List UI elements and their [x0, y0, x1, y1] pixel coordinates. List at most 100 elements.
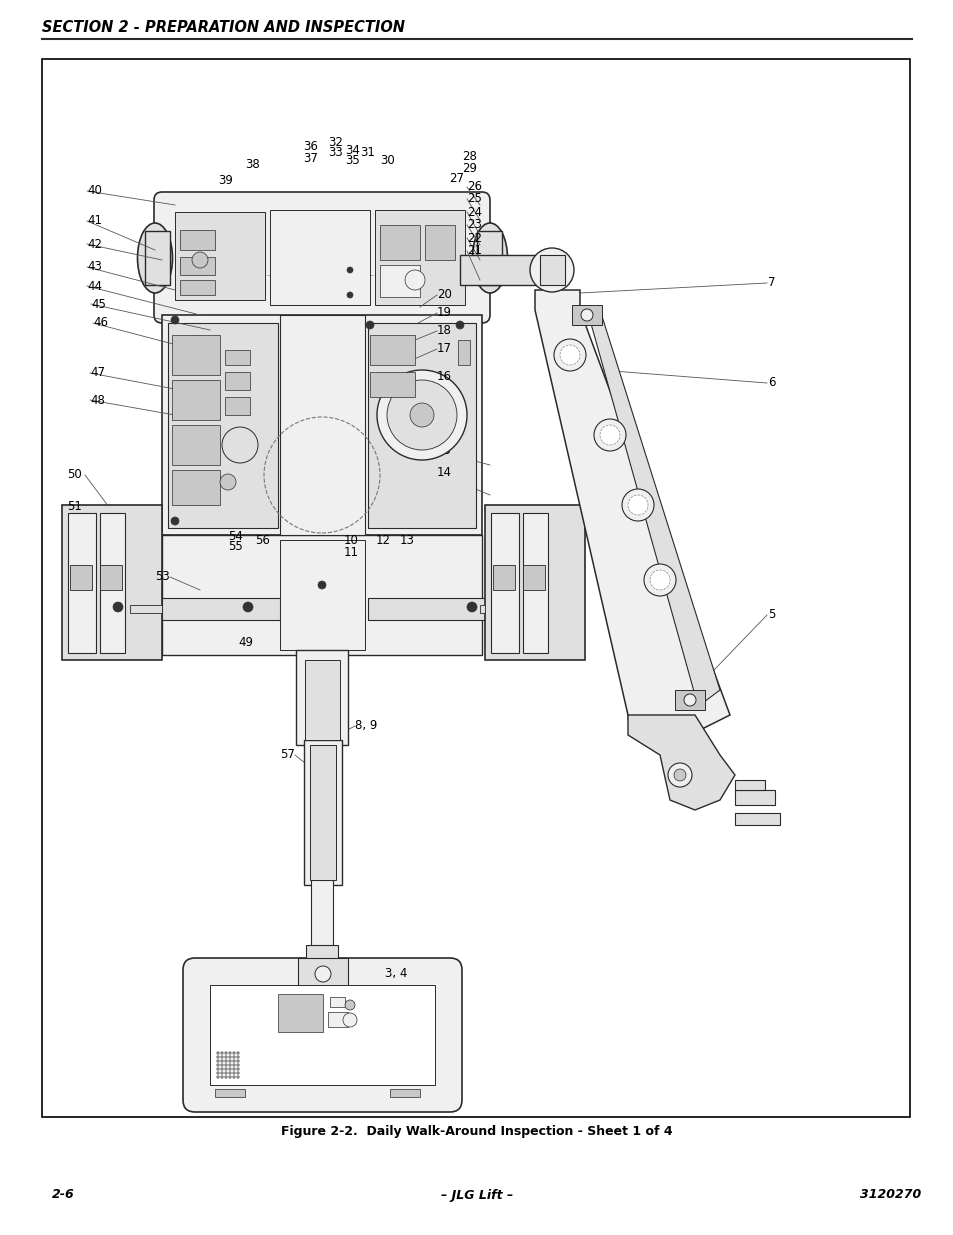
Bar: [304, 740, 341, 885]
Circle shape: [192, 252, 208, 268]
Circle shape: [621, 489, 654, 521]
Bar: [370, 335, 415, 366]
Polygon shape: [535, 290, 729, 735]
Text: 34: 34: [345, 143, 359, 157]
Bar: [734, 813, 780, 825]
Circle shape: [683, 694, 696, 706]
Circle shape: [224, 1076, 227, 1078]
Bar: [277, 994, 323, 1032]
Text: 17: 17: [436, 342, 452, 356]
Bar: [162, 535, 481, 655]
Bar: [675, 690, 704, 710]
Circle shape: [236, 1076, 239, 1078]
Circle shape: [627, 495, 647, 515]
Text: 52: 52: [67, 551, 82, 563]
Bar: [328, 1011, 348, 1028]
Circle shape: [345, 1000, 355, 1010]
Bar: [484, 505, 584, 659]
Bar: [572, 305, 601, 325]
Bar: [174, 212, 265, 300]
Bar: [214, 1089, 245, 1097]
Bar: [370, 372, 415, 396]
Circle shape: [530, 248, 574, 291]
Circle shape: [314, 966, 331, 982]
Text: 1: 1: [385, 1049, 392, 1062]
Bar: [130, 605, 162, 613]
Text: 28: 28: [461, 151, 476, 163]
Text: 18: 18: [436, 325, 452, 337]
Circle shape: [233, 1056, 235, 1058]
Text: 6: 6: [767, 377, 775, 389]
Text: 19: 19: [436, 306, 452, 320]
Text: 40: 40: [87, 184, 102, 198]
Bar: [225, 396, 250, 415]
Circle shape: [236, 1060, 239, 1062]
Bar: [280, 540, 365, 650]
Circle shape: [580, 309, 593, 321]
Ellipse shape: [472, 224, 507, 293]
Text: 16: 16: [436, 370, 452, 384]
Bar: [295, 650, 348, 745]
FancyBboxPatch shape: [153, 191, 490, 324]
Bar: [172, 380, 220, 420]
Circle shape: [220, 1056, 223, 1058]
Bar: [459, 254, 550, 285]
Text: 55: 55: [228, 541, 242, 553]
Text: 23: 23: [467, 219, 481, 231]
Bar: [180, 280, 214, 295]
Text: 56: 56: [254, 534, 270, 547]
Circle shape: [216, 1072, 219, 1074]
Circle shape: [347, 267, 353, 273]
Bar: [522, 513, 547, 653]
Text: 47: 47: [90, 367, 105, 379]
Bar: [70, 564, 91, 590]
Bar: [225, 372, 250, 390]
Text: 31: 31: [359, 147, 375, 159]
Circle shape: [216, 1063, 219, 1067]
Circle shape: [387, 380, 456, 450]
Circle shape: [594, 419, 625, 451]
FancyBboxPatch shape: [183, 958, 461, 1112]
Text: 2: 2: [385, 987, 392, 999]
Bar: [734, 790, 774, 805]
Circle shape: [229, 1076, 232, 1078]
Circle shape: [229, 1056, 232, 1058]
Text: 37: 37: [303, 152, 317, 164]
Bar: [368, 324, 476, 529]
Circle shape: [171, 517, 179, 525]
Circle shape: [222, 427, 257, 463]
Text: 45: 45: [91, 298, 106, 310]
Bar: [310, 745, 335, 881]
Text: 50: 50: [67, 468, 82, 482]
Circle shape: [343, 1013, 356, 1028]
Bar: [100, 513, 125, 653]
Circle shape: [216, 1067, 219, 1071]
Bar: [734, 781, 764, 790]
Circle shape: [667, 763, 691, 787]
Text: 33: 33: [328, 147, 342, 159]
Circle shape: [673, 769, 685, 781]
Circle shape: [649, 571, 669, 590]
Text: SECTION 2 - PREPARATION AND INSPECTION: SECTION 2 - PREPARATION AND INSPECTION: [42, 21, 405, 36]
Circle shape: [229, 1067, 232, 1071]
Bar: [479, 605, 484, 613]
Bar: [172, 471, 220, 505]
Bar: [62, 505, 162, 659]
Text: 2-6: 2-6: [52, 1188, 74, 1202]
Bar: [100, 564, 122, 590]
Text: 5: 5: [767, 609, 775, 621]
Polygon shape: [578, 310, 720, 705]
Circle shape: [236, 1056, 239, 1058]
Circle shape: [216, 1056, 219, 1058]
Circle shape: [233, 1076, 235, 1078]
Circle shape: [643, 564, 676, 597]
Circle shape: [224, 1067, 227, 1071]
Circle shape: [229, 1051, 232, 1055]
Circle shape: [456, 321, 463, 329]
Text: 3, 4: 3, 4: [385, 967, 407, 979]
Text: 38: 38: [245, 158, 259, 170]
Text: 42: 42: [87, 237, 102, 251]
Circle shape: [220, 1072, 223, 1074]
Circle shape: [233, 1060, 235, 1062]
Bar: [168, 324, 277, 529]
